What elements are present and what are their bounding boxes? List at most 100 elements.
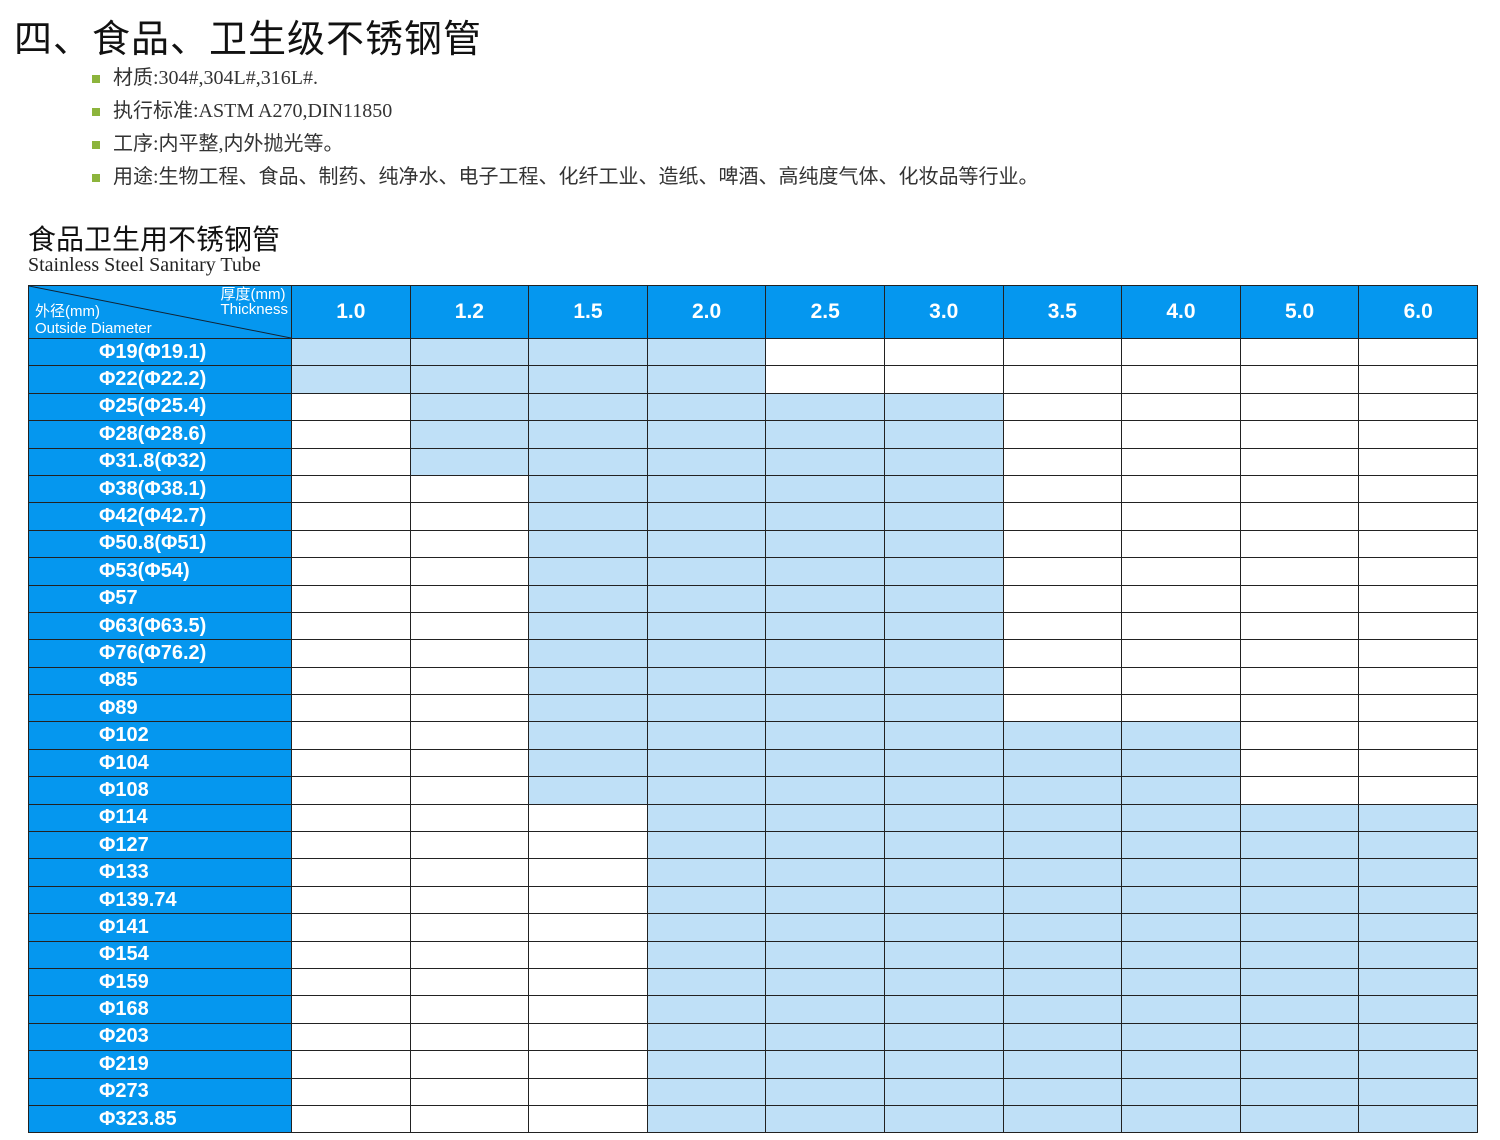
available-cell [528, 365, 648, 394]
empty-cell [291, 940, 411, 969]
thickness-header: 1.5 [528, 285, 648, 339]
empty-cell [528, 1022, 648, 1052]
thickness-header: 5.0 [1239, 285, 1360, 339]
available-cell [646, 885, 767, 915]
available-cell [528, 721, 648, 750]
empty-cell [291, 776, 411, 805]
empty-cell [409, 940, 530, 969]
available-cell [646, 1050, 767, 1079]
available-cell [765, 529, 885, 559]
available-cell [1239, 1050, 1360, 1079]
empty-cell [1002, 639, 1123, 668]
empty-cell [409, 721, 530, 750]
thickness-header: 1.0 [291, 285, 411, 339]
od-label-en: Outside Diameter [35, 320, 152, 337]
outside-diameter-cell: Φ102 [28, 721, 292, 750]
bullet-icon [92, 173, 100, 182]
table-row: Φ273 [28, 1077, 1478, 1106]
available-cell [646, 803, 767, 833]
table-row: Φ31.8(Φ32) [28, 447, 1478, 476]
thickness-label-en: Thickness [220, 301, 288, 318]
available-cell [528, 447, 648, 476]
empty-cell [291, 803, 411, 833]
available-cell [1121, 885, 1241, 915]
empty-cell [1358, 611, 1478, 641]
table-row: Φ102 [28, 721, 1478, 750]
available-cell [1121, 1077, 1241, 1106]
available-cell [883, 748, 1004, 778]
available-cell [765, 420, 885, 449]
available-cell [646, 639, 767, 668]
empty-cell [1121, 611, 1241, 641]
available-cell [883, 392, 1004, 422]
available-cell [765, 557, 885, 586]
empty-cell [1239, 447, 1360, 476]
available-cell [528, 639, 648, 668]
available-cell [646, 1022, 767, 1052]
empty-cell [291, 967, 411, 997]
outside-diameter-cell: Φ25(Φ25.4) [28, 392, 292, 422]
empty-cell [291, 913, 411, 942]
available-cell [765, 474, 885, 504]
available-cell [765, 584, 885, 613]
empty-cell [291, 474, 411, 504]
available-cell [1239, 831, 1360, 860]
outside-diameter-cell: Φ154 [28, 940, 292, 969]
available-cell [1358, 940, 1478, 969]
available-cell [1358, 803, 1478, 833]
empty-cell [409, 913, 530, 942]
outside-diameter-cell: Φ141 [28, 913, 292, 942]
empty-cell [1358, 666, 1478, 696]
available-cell [1239, 940, 1360, 969]
corner-header: 厚度(mm) Thickness 外径(mm) Outside Diameter [28, 285, 292, 339]
available-cell [883, 1077, 1004, 1106]
available-cell [528, 392, 648, 422]
empty-cell [883, 365, 1004, 394]
empty-cell [1002, 337, 1123, 367]
available-cell [883, 529, 1004, 559]
table-title-cn: 食品卫生用不锈钢管 [28, 223, 281, 256]
empty-cell [1239, 611, 1360, 641]
table-row: Φ22(Φ22.2) [28, 365, 1478, 394]
empty-cell [409, 584, 530, 613]
empty-cell [1358, 502, 1478, 531]
empty-cell [1121, 447, 1241, 476]
available-cell [646, 611, 767, 641]
available-cell [1121, 858, 1241, 887]
outside-diameter-cell: Φ89 [28, 694, 292, 723]
empty-cell [409, 776, 530, 805]
empty-cell [1002, 420, 1123, 449]
outside-diameter-cell: Φ139.74 [28, 885, 292, 915]
outside-diameter-cell: Φ203 [28, 1022, 292, 1052]
available-cell [765, 1050, 885, 1079]
table-row: Φ53(Φ54) [28, 557, 1478, 586]
available-cell [409, 447, 530, 476]
empty-cell [528, 858, 648, 887]
available-cell [765, 885, 885, 915]
empty-cell [409, 1077, 530, 1106]
thickness-header: 2.5 [765, 285, 885, 339]
available-cell [528, 474, 648, 504]
table-row: Φ168 [28, 995, 1478, 1024]
empty-cell [291, 1104, 411, 1134]
empty-cell [409, 502, 530, 531]
available-cell [765, 611, 885, 641]
available-cell [1358, 1050, 1478, 1079]
thickness-header: 2.0 [646, 285, 767, 339]
available-cell [646, 502, 767, 531]
empty-cell [1358, 776, 1478, 805]
empty-cell [528, 967, 648, 997]
available-cell [409, 392, 530, 422]
available-cell [765, 748, 885, 778]
outside-diameter-cell: Φ85 [28, 666, 292, 696]
available-cell [765, 447, 885, 476]
empty-cell [1239, 721, 1360, 750]
available-cell [646, 694, 767, 723]
thickness-header: 3.0 [883, 285, 1004, 339]
outside-diameter-cell: Φ22(Φ22.2) [28, 365, 292, 394]
available-cell [1358, 1022, 1478, 1052]
available-cell [528, 694, 648, 723]
table-row: Φ89 [28, 694, 1478, 723]
available-cell [1239, 913, 1360, 942]
empty-cell [528, 1077, 648, 1106]
